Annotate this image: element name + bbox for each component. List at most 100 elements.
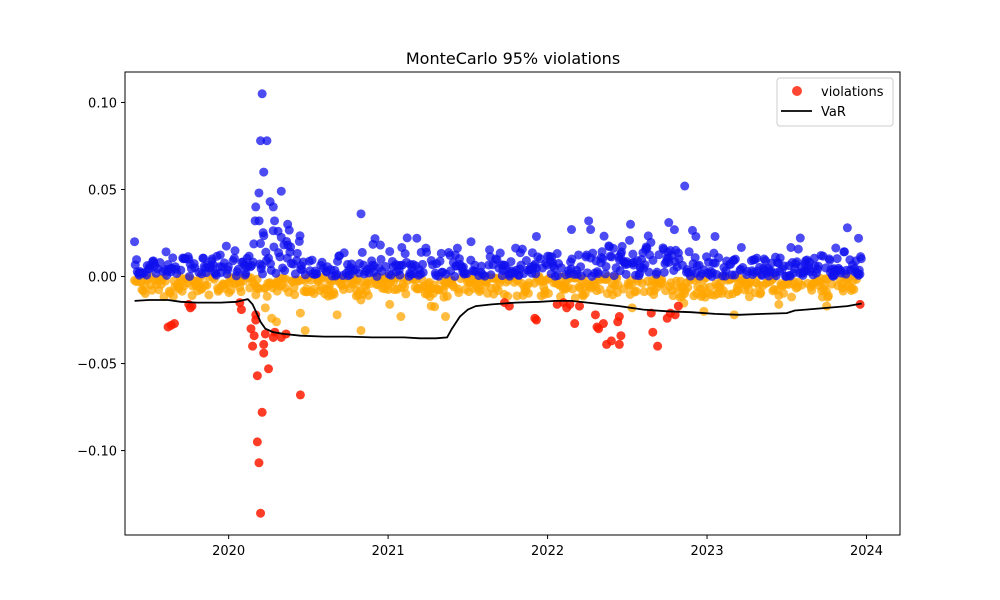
positive-return-point [793, 244, 803, 254]
positive-return-point [586, 225, 596, 235]
negative-return-point [290, 290, 300, 300]
negative-return-point [295, 308, 305, 318]
violation-point [248, 341, 258, 351]
positive-return-point [608, 243, 618, 253]
positive-return-point [842, 223, 852, 233]
violation-point [256, 508, 266, 518]
positive-return-point [531, 231, 541, 241]
violation-point [246, 324, 256, 334]
negative-return-point [849, 284, 859, 294]
positive-return-point [230, 246, 240, 256]
positive-return-point [506, 257, 516, 267]
positive-return-point [606, 252, 616, 262]
positive-return-point [356, 209, 366, 219]
positive-return-point [625, 235, 635, 245]
negative-return-point [385, 299, 395, 309]
positive-return-point [436, 248, 446, 258]
positive-return-point [422, 247, 432, 257]
positive-return-point [669, 225, 679, 235]
negative-return-point [329, 289, 339, 299]
positive-return-point [381, 262, 391, 272]
positive-return-point [270, 216, 280, 226]
negative-return-point [401, 289, 411, 299]
violation-point [653, 341, 663, 351]
positive-return-point [168, 253, 178, 263]
negative-return-point [657, 278, 667, 288]
positive-return-point [255, 239, 265, 249]
positive-return-point [275, 252, 285, 262]
axes-layer: 2020 2021 2022 2023 2024 0.10 0.05 0.00 −0.05 −0.… [77, 96, 883, 559]
x-tick-label: 2021 [372, 544, 405, 559]
positive-return-point [597, 247, 607, 257]
negative-return-point [202, 280, 212, 290]
negative-return-point [756, 288, 766, 298]
positive-return-point [176, 265, 186, 275]
x-tick-label: 2020 [212, 544, 245, 559]
positive-return-point [184, 271, 194, 281]
negative-return-point [399, 282, 409, 292]
negative-return-point [204, 290, 214, 300]
positive-return-point [813, 261, 823, 271]
positive-return-point [714, 253, 724, 263]
violation-point [187, 301, 197, 311]
positive-return-point [161, 247, 171, 257]
negative-return-point [580, 288, 590, 298]
negative-return-point [543, 288, 553, 298]
violation-point [565, 299, 575, 309]
violation-point [257, 407, 267, 417]
positive-return-point [395, 270, 405, 280]
positive-return-point [832, 254, 842, 264]
positive-return-point [292, 248, 302, 258]
positive-return-point [221, 241, 231, 251]
positive-return-point [286, 242, 296, 252]
positive-return-point [370, 234, 380, 244]
positive-return-point [775, 253, 785, 263]
positive-return-point [256, 136, 266, 146]
negative-return-point [774, 299, 784, 309]
negative-return-point [523, 288, 533, 298]
violation-point [648, 327, 658, 337]
positive-return-point [375, 240, 385, 250]
positive-return-point [262, 136, 272, 146]
y-tick-label: 0.10 [88, 96, 117, 111]
negative-return-point [300, 325, 310, 335]
violation-point [531, 315, 541, 325]
positive-return-point [795, 233, 805, 243]
negative-return-point [226, 285, 236, 295]
positive-return-point [412, 233, 422, 243]
positive-return-point [617, 241, 627, 251]
legend-violations-label: violations [821, 85, 884, 100]
violation-point [614, 339, 624, 349]
plot-frame [124, 71, 901, 536]
violation-point [606, 336, 616, 346]
positive-return-point [312, 269, 322, 279]
negative-return-point [168, 291, 178, 301]
positive-return-point [517, 244, 527, 254]
positive-return-point [280, 266, 290, 276]
violation-point [673, 301, 683, 311]
negative-return-point [631, 286, 641, 296]
positive-return-point [730, 254, 740, 264]
y-tick-label: 0.00 [88, 271, 117, 286]
negative-return-point [454, 288, 464, 298]
negative-return-point [627, 280, 637, 290]
violation-point [236, 305, 246, 315]
positive-return-point [257, 89, 267, 99]
positive-return-point [251, 202, 261, 212]
positive-return-point [466, 237, 476, 247]
positive-return-point [155, 258, 165, 268]
positive-return-point [567, 225, 577, 235]
positive-return-point [435, 256, 445, 266]
positive-return-point [268, 202, 278, 212]
negative-return-point [332, 310, 342, 320]
violation-point [570, 319, 580, 329]
positive-return-point [521, 256, 531, 266]
negative-return-point [442, 291, 452, 301]
negative-return-point [823, 291, 833, 301]
positive-return-point [831, 243, 841, 253]
positive-return-point [402, 233, 412, 243]
negative-return-point [668, 291, 678, 301]
positive-return-point [659, 267, 669, 277]
violation-point [260, 329, 270, 339]
negative-return-point [570, 293, 580, 303]
